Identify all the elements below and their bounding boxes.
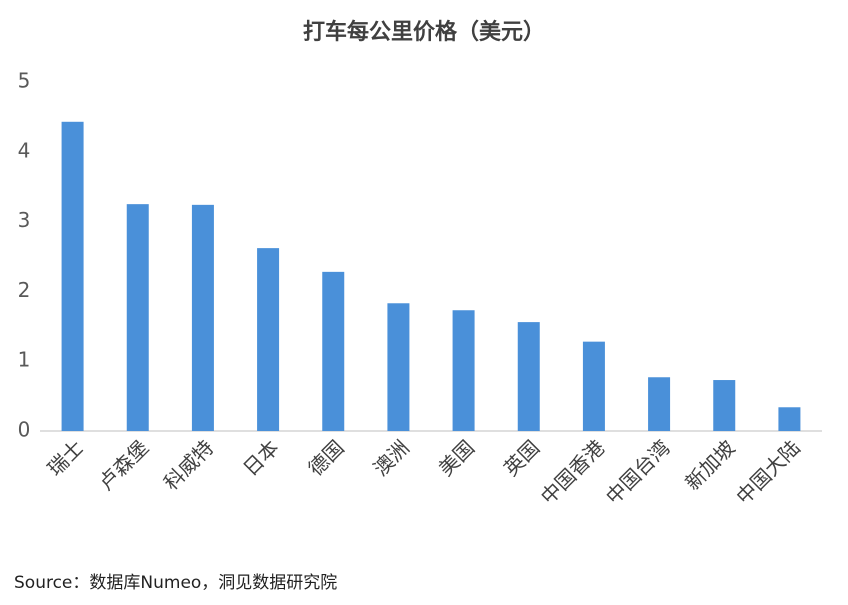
- bar: [61, 121, 84, 431]
- x-tick-label: 中国大陆: [731, 435, 805, 509]
- source: Source：数据库Numeo，洞见数据研究院: [14, 573, 337, 593]
- bar: [191, 204, 214, 431]
- bar: [126, 204, 149, 431]
- y-tick-label: 3: [18, 208, 31, 232]
- x-tick-label: 中国香港: [536, 435, 610, 509]
- bar: [648, 377, 671, 431]
- y-tick-label: 0: [18, 418, 31, 442]
- x-tick-label: 德国: [303, 435, 348, 480]
- x-tick-label: 瑞士: [43, 435, 88, 480]
- x-tick-label: 英国: [499, 435, 544, 480]
- bar: [257, 248, 280, 431]
- x-tick-label: 新加坡: [680, 435, 739, 494]
- bar: [778, 407, 801, 431]
- x-tick-label: 美国: [434, 435, 479, 480]
- x-tick-label: 澳洲: [369, 435, 414, 480]
- bar: [452, 310, 475, 431]
- bar: [387, 303, 410, 431]
- bar: [582, 341, 605, 431]
- bar: [322, 271, 345, 431]
- y-tick-label: 5: [18, 69, 31, 93]
- bar: [713, 380, 736, 431]
- y-tick-label: 4: [18, 138, 31, 162]
- x-tick-label: 卢森堡: [94, 435, 153, 494]
- x-tick-label: 科威特: [159, 435, 218, 494]
- chart-title: 打车每公里价格（美元）: [303, 19, 545, 45]
- bar: [517, 322, 540, 431]
- y-tick-label: 2: [18, 278, 31, 302]
- x-tick-label: 中国台湾: [601, 435, 675, 509]
- x-tick-label: 日本: [238, 435, 283, 480]
- y-tick-label: 1: [18, 348, 31, 372]
